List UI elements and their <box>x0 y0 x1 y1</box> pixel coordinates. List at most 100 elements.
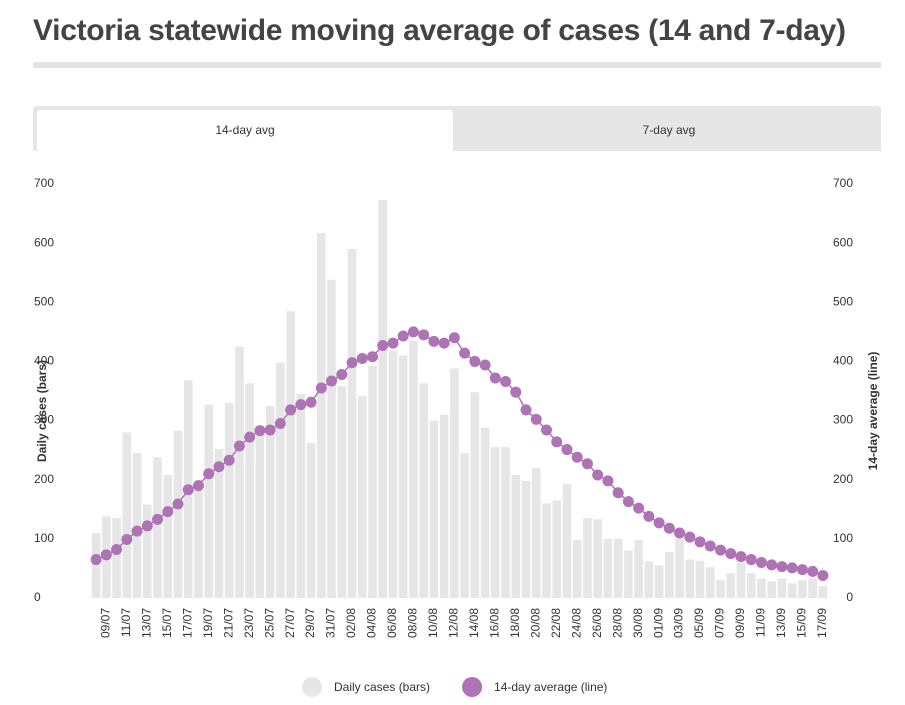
bar <box>767 581 777 598</box>
line-point <box>653 517 665 529</box>
x-tick-label: 07/09 <box>713 608 727 638</box>
bar <box>306 443 316 598</box>
bar <box>685 559 695 598</box>
line-point <box>694 536 706 548</box>
line-point <box>622 496 634 508</box>
bar <box>746 573 756 598</box>
tab[interactable]: 14-day avg <box>37 110 453 151</box>
line-point <box>725 548 737 560</box>
bar <box>542 503 551 598</box>
bar <box>613 538 623 598</box>
x-tick-label: 25/07 <box>262 608 276 638</box>
line-point <box>366 351 378 363</box>
bar <box>726 573 736 598</box>
x-tick-label: 16/08 <box>487 608 501 638</box>
bar <box>142 504 152 598</box>
line-point <box>172 498 184 510</box>
bar <box>736 562 746 598</box>
x-tick-label: 22/08 <box>549 608 563 638</box>
y2-tick-label: 100 <box>833 531 853 545</box>
line-point <box>131 525 143 537</box>
tab[interactable]: 7-day avg <box>642 123 696 137</box>
y-tick-label: 500 <box>34 294 54 308</box>
line-point <box>469 355 481 367</box>
legend-symbol[interactable] <box>302 677 322 697</box>
line-point <box>356 352 368 364</box>
bar <box>286 311 295 598</box>
y2-tick-label: 400 <box>833 354 853 368</box>
bar <box>818 586 828 598</box>
legend-label[interactable]: Daily cases (bars) <box>334 680 430 694</box>
bar <box>521 480 531 598</box>
x-tick-label: 10/08 <box>426 608 440 638</box>
bar <box>787 583 797 598</box>
x-tick-label: 26/08 <box>590 608 604 638</box>
line-point <box>561 444 573 456</box>
line-point <box>274 418 286 430</box>
x-tick-label: 03/09 <box>672 608 686 638</box>
bar <box>757 578 766 598</box>
bar <box>501 447 510 598</box>
line-point <box>745 554 757 566</box>
x-tick-label: 08/08 <box>406 608 420 638</box>
bar <box>317 233 326 599</box>
y-tick-label: 100 <box>34 531 54 545</box>
x-tick-label: 19/07 <box>201 608 215 638</box>
y-tick-label: 600 <box>34 235 54 249</box>
line-point <box>152 513 164 525</box>
bar <box>122 432 132 598</box>
line-point <box>715 544 727 556</box>
x-tick-label: 01/09 <box>651 608 665 638</box>
bar <box>419 383 428 598</box>
line-point <box>336 368 348 380</box>
line-point <box>766 559 778 571</box>
line-point <box>223 454 235 466</box>
line-point <box>264 424 276 436</box>
line-point <box>663 522 675 534</box>
bar <box>378 199 388 598</box>
line-point <box>530 413 542 425</box>
line-point <box>500 376 512 388</box>
bar <box>132 453 142 598</box>
y-axis-title: Daily cases (bars) <box>35 360 49 462</box>
bar <box>296 393 306 598</box>
line-point <box>541 424 553 436</box>
line-point <box>254 425 266 437</box>
line-point <box>100 549 112 561</box>
line-point <box>428 335 440 347</box>
y2-tick-label: 300 <box>833 413 853 427</box>
bar <box>265 405 275 598</box>
bar <box>562 483 572 598</box>
bar <box>112 518 121 598</box>
bar <box>153 457 162 598</box>
x-tick-label: 24/08 <box>569 608 583 638</box>
bar <box>624 550 633 598</box>
bar <box>603 538 613 598</box>
line-point <box>377 339 389 351</box>
bar <box>777 578 787 598</box>
x-tick-label: 06/08 <box>385 608 399 638</box>
line-point <box>418 329 430 341</box>
line-point <box>111 544 123 556</box>
legend-label[interactable]: 14-day average (line) <box>494 680 607 694</box>
line-point <box>704 540 716 552</box>
line-point <box>213 461 225 473</box>
bar <box>593 519 602 598</box>
line-point <box>612 487 624 499</box>
line-point <box>776 561 788 573</box>
bar <box>531 467 541 598</box>
line-point <box>192 480 204 492</box>
line-point <box>581 458 593 470</box>
y-tick-label: 700 <box>34 176 54 190</box>
line-point <box>244 431 256 443</box>
line-point <box>755 557 767 569</box>
bar <box>572 540 582 598</box>
line-point <box>796 564 808 576</box>
legend-symbol[interactable] <box>462 677 483 697</box>
line-point <box>182 484 194 496</box>
x-tick-label: 17/09 <box>815 608 829 638</box>
bar <box>224 402 234 598</box>
bar <box>695 560 705 598</box>
x-tick-label: 02/08 <box>344 608 358 638</box>
y2-tick-label: 500 <box>833 294 853 308</box>
